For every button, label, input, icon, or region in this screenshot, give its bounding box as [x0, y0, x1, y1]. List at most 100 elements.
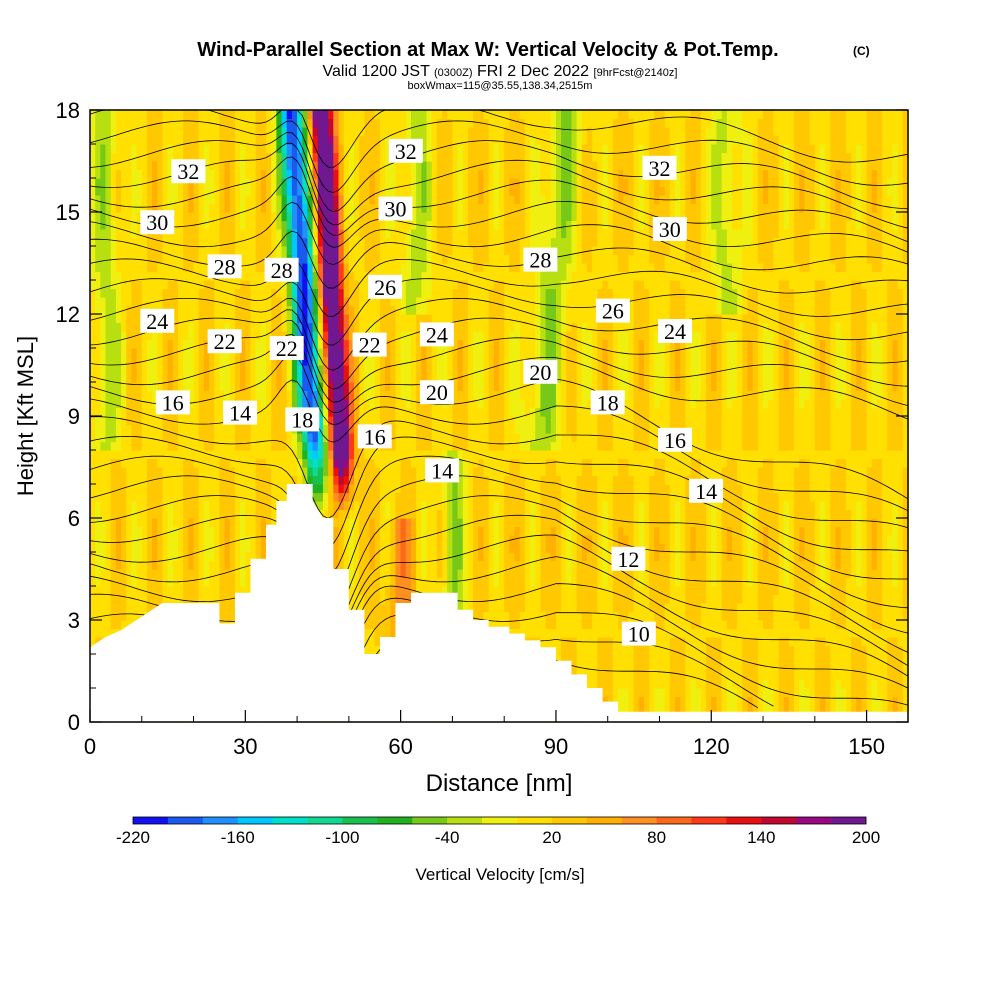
- velocity-cell: [385, 501, 391, 511]
- velocity-cell: [364, 611, 371, 621]
- velocity-cell: [436, 501, 443, 511]
- velocity-cell: [214, 475, 221, 485]
- velocity-cell: [431, 127, 438, 137]
- velocity-cell: [260, 526, 267, 536]
- velocity-cell: [240, 203, 246, 213]
- velocity-cell: [219, 433, 226, 443]
- velocity-cell: [183, 475, 189, 485]
- velocity-cell: [167, 424, 174, 434]
- velocity-cell: [359, 203, 365, 213]
- velocity-cell: [250, 441, 257, 451]
- velocity-cell: [291, 246, 298, 256]
- velocity-cell: [183, 263, 189, 273]
- velocity-cell: [416, 399, 422, 409]
- velocity-cell: [354, 382, 360, 392]
- velocity-cell: [431, 280, 438, 290]
- velocity-cell: [405, 484, 412, 494]
- velocity-cell: [146, 339, 153, 349]
- velocity-cell: [95, 594, 101, 604]
- velocity-cell: [234, 586, 241, 596]
- velocity-cell: [276, 280, 283, 290]
- velocity-cell: [198, 237, 205, 247]
- velocity-cell: [152, 152, 158, 162]
- velocity-cell: [126, 144, 133, 154]
- velocity-cell: [390, 501, 397, 511]
- velocity-cell: [100, 628, 107, 638]
- velocity-cell: [172, 560, 179, 570]
- velocity-cell: [193, 390, 200, 400]
- velocity-cell: [167, 110, 174, 120]
- velocity-cell: [229, 229, 236, 239]
- velocity-cell: [178, 195, 184, 205]
- velocity-cell: [209, 237, 215, 247]
- velocity-cell: [266, 390, 272, 400]
- velocity-cell: [395, 339, 402, 349]
- velocity-cell: [286, 246, 293, 256]
- velocity-cell: [183, 212, 189, 222]
- velocity-cell: [354, 450, 360, 460]
- velocity-cell: [105, 331, 112, 341]
- velocity-cell: [115, 110, 122, 120]
- velocity-cell: [188, 348, 195, 358]
- velocity-cell: [110, 365, 117, 375]
- velocity-cell: [359, 560, 365, 570]
- velocity-cell: [431, 144, 438, 154]
- velocity-cell: [157, 152, 164, 162]
- velocity-cell: [234, 560, 241, 570]
- velocity-cell: [214, 501, 221, 511]
- velocity-cell: [229, 288, 236, 298]
- velocity-cell: [374, 373, 381, 383]
- velocity-cell: [431, 195, 438, 205]
- velocity-cell: [390, 484, 397, 494]
- velocity-cell: [110, 152, 117, 162]
- velocity-cell: [343, 203, 350, 213]
- velocity-cell: [234, 501, 241, 511]
- velocity-cell: [188, 407, 195, 417]
- velocity-cell: [245, 535, 252, 545]
- velocity-cell: [115, 620, 122, 630]
- velocity-cell: [405, 458, 412, 468]
- velocity-cell: [328, 110, 334, 120]
- velocity-cell: [291, 331, 298, 341]
- velocity-cell: [224, 586, 231, 596]
- velocity-cell: [110, 475, 117, 485]
- velocity-cell: [276, 399, 283, 409]
- velocity-cell: [121, 509, 127, 519]
- velocity-cell: [131, 535, 138, 545]
- velocity-cell: [121, 271, 127, 281]
- velocity-cell: [260, 288, 267, 298]
- velocity-cell: [426, 560, 433, 570]
- velocity-cell: [359, 229, 365, 239]
- velocity-cell: [105, 212, 112, 222]
- velocity-cell: [178, 118, 184, 128]
- velocity-cell: [266, 246, 272, 256]
- velocity-cell: [307, 169, 314, 179]
- velocity-cell: [131, 297, 138, 307]
- velocity-cell: [167, 365, 174, 375]
- velocity-cell: [431, 543, 438, 553]
- velocity-cell: [141, 467, 148, 477]
- velocity-cell: [250, 322, 257, 332]
- velocity-cell: [364, 399, 371, 409]
- velocity-cell: [126, 229, 133, 239]
- velocity-cell: [271, 152, 277, 162]
- velocity-cell: [162, 348, 169, 358]
- velocity-cell: [172, 246, 179, 256]
- velocity-cell: [198, 356, 205, 366]
- velocity-cell: [410, 246, 417, 256]
- velocity-cell: [369, 560, 376, 570]
- velocity-cell: [338, 390, 345, 400]
- velocity-cell: [374, 118, 381, 128]
- velocity-cell: [338, 186, 345, 196]
- velocity-cell: [343, 254, 350, 264]
- velocity-cell: [338, 356, 345, 366]
- velocity-cell: [431, 161, 438, 171]
- velocity-cell: [286, 399, 293, 409]
- velocity-cell: [115, 603, 122, 613]
- velocity-cell: [379, 127, 386, 137]
- velocity-cell: [167, 178, 174, 188]
- velocity-cell: [121, 458, 127, 468]
- velocity-cell: [110, 543, 117, 553]
- velocity-cell: [354, 110, 360, 120]
- velocity-cell: [198, 220, 205, 230]
